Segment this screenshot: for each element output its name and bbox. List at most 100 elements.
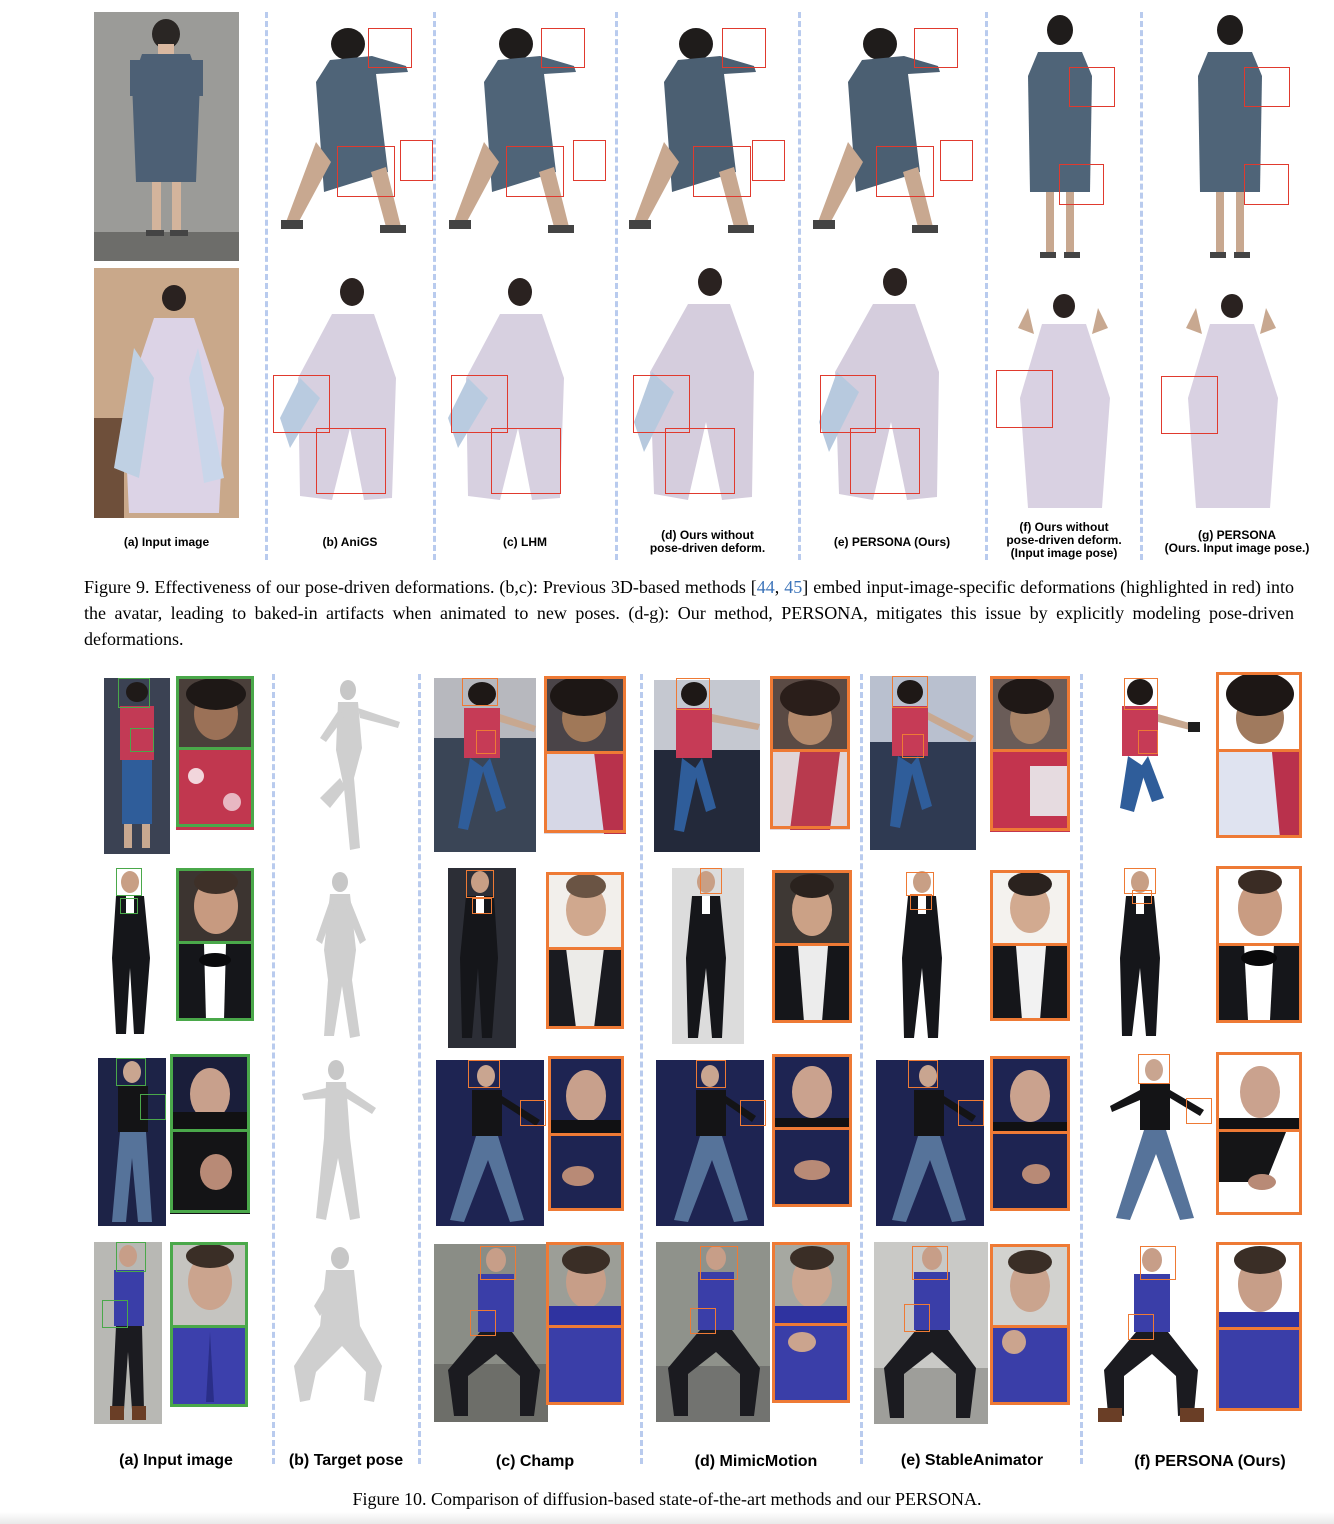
mimicmotion-output-row2	[672, 868, 744, 1044]
output-crop-box	[902, 734, 924, 758]
citation-link[interactable]: 44	[756, 577, 775, 597]
artifact-highlight-box	[633, 375, 690, 433]
input-zoom-row1	[176, 676, 254, 830]
input-zoom-row3	[170, 1054, 250, 1214]
input-photo-dress	[94, 12, 239, 261]
input-crop-box	[102, 1300, 128, 1328]
output-zoom-box	[546, 872, 624, 950]
target-pose-mesh-row4	[286, 1246, 386, 1406]
output-zoom-box	[772, 1054, 852, 1130]
champ-zoom-row3	[548, 1056, 624, 1210]
output-crop-box	[1128, 1314, 1154, 1340]
output-zoom-box	[772, 943, 852, 1023]
output-zoom-box	[990, 1244, 1070, 1328]
artifact-highlight-box	[491, 428, 561, 494]
output-zoom-box	[544, 676, 626, 754]
output-zoom-box	[546, 1242, 624, 1328]
render-ours-no-deform-row1	[624, 22, 784, 247]
output-crop-box	[906, 872, 934, 896]
column-separator	[418, 674, 421, 1464]
output-crop-box	[1186, 1098, 1212, 1124]
mimicmotion-zoom-row3	[772, 1054, 852, 1206]
stableanimator-output-row4	[874, 1242, 988, 1424]
persona-zoom-row4	[1216, 1242, 1302, 1410]
render-persona-input-pose-row1	[1170, 12, 1290, 267]
artifact-highlight-box	[940, 140, 973, 181]
target-pose-mesh-row3	[288, 1058, 388, 1226]
stableanimator-zoom-row1	[990, 676, 1070, 832]
output-crop-box	[480, 1246, 516, 1280]
input-zoom-box	[176, 676, 254, 750]
figure-10-caption: Figure 10. Comparison of diffusion-based…	[352, 1489, 982, 1509]
output-zoom-box	[990, 676, 1070, 752]
mimicmotion-zoom-row2	[772, 870, 852, 1022]
output-zoom-box	[544, 751, 626, 833]
column-separator	[265, 12, 268, 560]
output-zoom-box	[548, 1133, 624, 1211]
target-pose-mesh-row2	[300, 870, 380, 1040]
output-crop-box	[468, 1060, 500, 1088]
column-separator	[1140, 12, 1143, 560]
input-zoom-box	[176, 941, 254, 1021]
input-crop-box	[116, 868, 142, 896]
output-zoom-box	[990, 749, 1070, 831]
caption-prefix: Figure 9.	[84, 577, 150, 597]
artifact-highlight-box	[752, 140, 785, 181]
input-zoom-box	[170, 1129, 250, 1213]
figure-9-caption: Figure 9. Effectiveness of our pose-driv…	[84, 574, 1294, 652]
output-zoom-box	[990, 1325, 1070, 1405]
artifact-highlight-box	[850, 428, 920, 494]
input-zoom-row4	[170, 1242, 248, 1406]
input-photo-row4	[94, 1242, 162, 1424]
input-photo-row3	[98, 1058, 166, 1226]
target-pose-mesh-row1	[300, 678, 400, 858]
column-separator	[860, 674, 863, 1464]
render-persona-input-pose-row2	[1166, 288, 1291, 513]
column-label-persona-input-pose: (g) PERSONA (Ours. Input image pose.)	[1164, 528, 1310, 555]
output-zoom-box	[772, 870, 852, 946]
mimicmotion-output-row3	[656, 1060, 764, 1226]
output-zoom-box	[772, 1323, 850, 1403]
column-label-persona: (e) PERSONA (Ours)	[833, 535, 951, 549]
artifact-highlight-box	[1244, 67, 1290, 107]
output-zoom-box	[546, 947, 624, 1029]
output-crop-box	[700, 868, 722, 894]
artifact-highlight-box	[820, 375, 876, 433]
output-zoom-box	[1216, 943, 1302, 1023]
output-zoom-box	[546, 1325, 624, 1405]
input-zoom-box	[176, 747, 254, 827]
stableanimator-output-row1	[870, 676, 976, 850]
output-zoom-box	[1216, 1129, 1302, 1215]
input-crop-box	[120, 898, 138, 914]
artifact-highlight-box	[400, 140, 433, 181]
champ-zoom-row4	[546, 1242, 624, 1404]
output-crop-box	[466, 870, 494, 898]
output-zoom-box	[1216, 866, 1302, 946]
output-crop-box	[676, 678, 710, 710]
artifact-highlight-box	[914, 28, 958, 68]
render-lhm-row1	[444, 22, 604, 247]
citation-link[interactable]: 45	[784, 577, 803, 597]
column-separator	[640, 674, 643, 1464]
artifact-highlight-box	[506, 146, 564, 197]
output-zoom-box	[990, 943, 1070, 1021]
input-crop-box	[118, 678, 150, 708]
caption-text: ] embed input-image-specific deformation…	[84, 577, 1294, 649]
persona-output-row3	[1104, 1054, 1208, 1224]
render-anigs-row2	[280, 268, 410, 508]
input-photo-row1	[104, 678, 170, 854]
render-persona-row1	[808, 22, 968, 247]
output-zoom-box	[770, 676, 850, 752]
output-zoom-box	[1216, 1242, 1302, 1330]
input-crop-box	[130, 728, 154, 752]
artifact-highlight-box	[996, 370, 1053, 428]
output-zoom-box	[1216, 749, 1302, 838]
mimicmotion-output-row1	[654, 680, 760, 852]
artifact-highlight-box	[693, 146, 751, 197]
output-zoom-box	[1216, 672, 1302, 752]
champ-zoom-row1	[544, 676, 626, 834]
artifact-highlight-box	[1059, 164, 1104, 205]
champ-output-row2	[448, 868, 516, 1048]
persona-output-row2	[1110, 868, 1180, 1040]
output-zoom-box	[1216, 1052, 1302, 1132]
